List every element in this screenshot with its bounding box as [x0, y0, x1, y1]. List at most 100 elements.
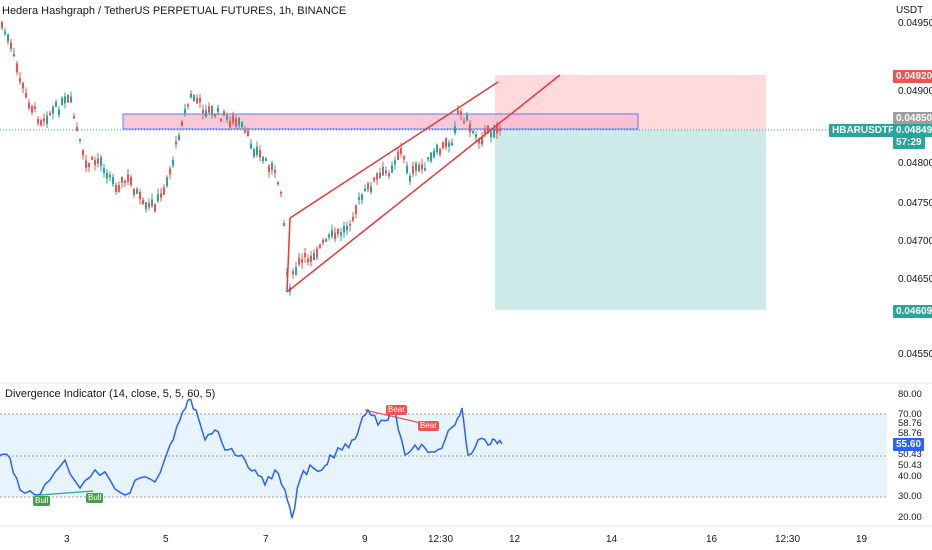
- candle-body: [319, 244, 321, 248]
- candle-body: [154, 203, 156, 212]
- indicator-title[interactable]: Divergence Indicator (14, close, 5, 5, 6…: [5, 388, 216, 400]
- candle-body: [472, 130, 474, 134]
- candle-body: [373, 177, 375, 181]
- candle-body: [13, 53, 15, 57]
- candle-body: [400, 147, 402, 154]
- candle-body: [130, 177, 132, 185]
- price-tick: 0.04700: [898, 236, 932, 247]
- candle-body: [406, 165, 408, 174]
- candle-body: [433, 150, 435, 158]
- candle-body: [466, 115, 468, 121]
- candle-body: [49, 112, 51, 115]
- bull-divergence-line: [39, 490, 94, 496]
- price-tick: 0.04550: [898, 349, 932, 360]
- candle-body: [244, 130, 246, 133]
- candle-body: [7, 34, 9, 42]
- target-price-tag: 0.04920: [893, 70, 932, 83]
- take-profit-zone[interactable]: [495, 130, 766, 310]
- candle-body: [262, 156, 264, 162]
- candle-body: [376, 173, 378, 180]
- wedge-upper-line[interactable]: [289, 81, 499, 219]
- candle-body: [238, 118, 240, 126]
- candle-body: [235, 118, 237, 127]
- countdown-tag: 57:29: [893, 136, 925, 149]
- candle-body: [97, 158, 99, 164]
- bear-label: Bear: [386, 405, 407, 415]
- candle-body: [427, 157, 429, 160]
- candle-body: [157, 194, 159, 202]
- candle-body: [40, 120, 42, 126]
- rsi-line: [0, 398, 503, 519]
- candle-body: [127, 174, 129, 182]
- candle-body: [82, 149, 84, 156]
- candle-body: [463, 120, 465, 123]
- indicator-tick: 30.00: [898, 491, 922, 502]
- candle-body: [112, 176, 114, 185]
- stop-price-tag: 0.04609: [893, 305, 932, 318]
- bear-divergence-line: [364, 409, 426, 425]
- candle-body: [346, 225, 348, 231]
- candle-body: [4, 31, 6, 34]
- candle-body: [451, 142, 453, 146]
- candle-body: [220, 118, 222, 122]
- candle-body: [37, 119, 39, 124]
- candle-body: [58, 109, 60, 115]
- indicator-tick: 58.76: [898, 428, 922, 439]
- candle-body: [22, 82, 24, 89]
- candle-body: [85, 160, 87, 168]
- resistance-zone[interactable]: [122, 113, 639, 130]
- candle-body: [94, 160, 96, 166]
- candle-body: [223, 111, 225, 116]
- candle-body: [172, 160, 174, 166]
- candle-body: [475, 134, 477, 138]
- candle-body: [271, 163, 273, 171]
- candle-body: [28, 102, 30, 109]
- candle-body: [283, 223, 285, 226]
- candle-body: [385, 170, 387, 174]
- candle-body: [361, 194, 363, 200]
- candle-body: [322, 239, 324, 243]
- candle-body: [379, 172, 381, 178]
- candle-body: [46, 115, 48, 125]
- time-tick: 9: [362, 534, 368, 545]
- zone-price-tag: 0.04850: [893, 112, 932, 125]
- candle-body: [202, 109, 204, 114]
- candle-body: [190, 93, 192, 98]
- candle-body: [88, 163, 90, 167]
- candle-body: [64, 96, 66, 104]
- candle-body: [217, 108, 219, 112]
- wedge-lower-line[interactable]: [286, 74, 561, 293]
- candle-body: [250, 143, 252, 149]
- time-tick: 12: [509, 534, 521, 545]
- candle-body: [115, 184, 117, 193]
- candle-body: [16, 63, 18, 73]
- indicator-tick: 58.76: [898, 418, 922, 429]
- candle-body: [118, 185, 120, 192]
- indicator-tick: 50.43: [898, 449, 922, 460]
- candle-body: [109, 174, 111, 178]
- candle-body: [454, 126, 456, 134]
- candle-body: [151, 199, 153, 206]
- rsi-band: [0, 414, 887, 497]
- candle-body: [43, 118, 45, 122]
- candle-body: [160, 193, 162, 198]
- candle-body: [211, 105, 213, 115]
- candle-body: [457, 110, 459, 114]
- wedge-left-line[interactable]: [286, 217, 291, 293]
- candle-body: [469, 123, 471, 133]
- time-tick: 3: [64, 534, 70, 545]
- candle-body: [487, 125, 489, 133]
- candle-body: [163, 187, 165, 195]
- candle-body: [184, 108, 186, 114]
- indicator-value-tag: 55.60: [893, 438, 925, 451]
- candle-body: [106, 172, 108, 179]
- candle-body: [103, 168, 105, 173]
- candle-body: [259, 150, 261, 158]
- candle-body: [481, 136, 483, 145]
- candle-body: [439, 148, 441, 155]
- bull-label: Bull: [33, 496, 51, 506]
- candle-body: [340, 232, 342, 236]
- candle-body: [124, 180, 126, 183]
- time-tick: 12:30: [775, 534, 801, 545]
